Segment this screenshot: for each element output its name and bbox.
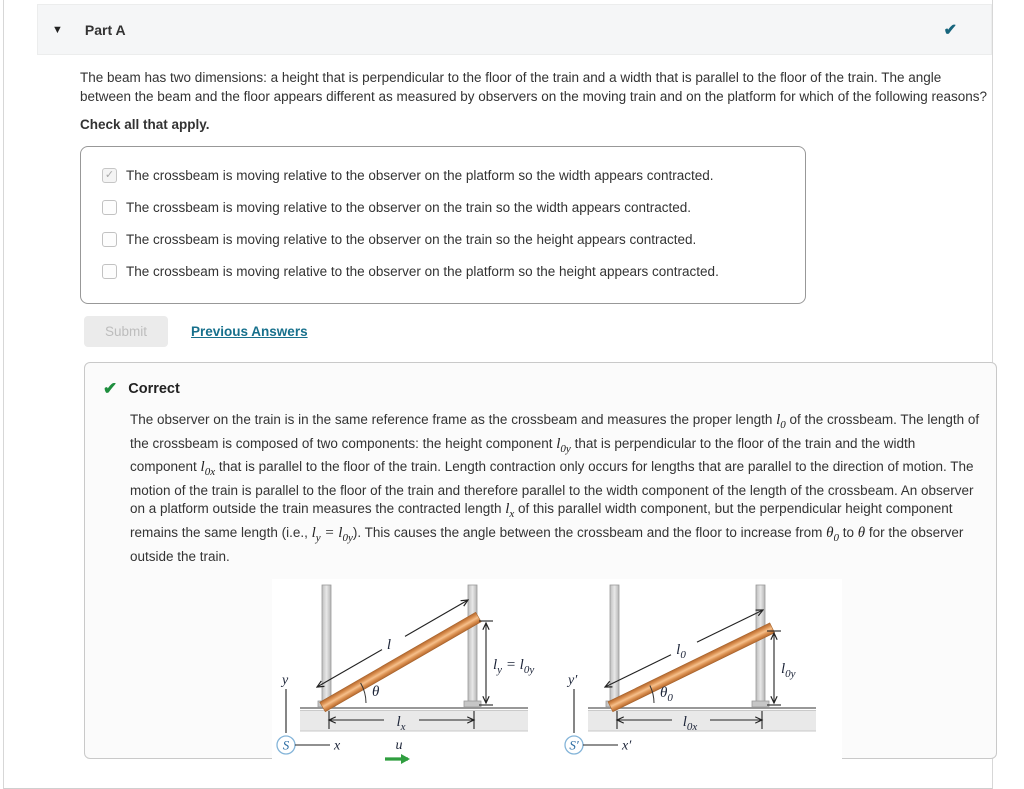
part-title: Part A: [84, 21, 126, 38]
answer-option: ✓ The crossbeam is moving relative to th…: [81, 160, 805, 192]
feedback-title: Correct: [128, 381, 180, 397]
part-complete-check-icon: ✔: [943, 21, 957, 39]
right-post: [467, 584, 478, 703]
checkbox[interactable]: [102, 232, 117, 247]
collapse-triangle-icon[interactable]: ▼: [52, 23, 63, 36]
feedback-explanation: The observer on the train is in the same…: [130, 412, 980, 564]
right-post: [755, 584, 766, 703]
angle-label: θ: [372, 684, 380, 700]
width-dimension-label: lx: [396, 714, 405, 733]
answer-option-label: The crossbeam is moving relative to the …: [126, 232, 697, 247]
question-text: The beam has two dimensions: a height th…: [80, 70, 988, 104]
crossbeam: [319, 611, 482, 713]
physics-figure: l θ ly = l0y lx y: [272, 579, 842, 770]
checkbox[interactable]: ✓: [102, 168, 117, 183]
floor: [300, 710, 528, 732]
answer-option: The crossbeam is moving relative to the …: [81, 224, 805, 256]
correct-check-icon: ✔: [103, 379, 118, 398]
y-axis-label: y: [280, 673, 289, 688]
part-a-header[interactable]: ▼ Part A ✔: [37, 4, 992, 55]
answer-option: The crossbeam is moving relative to the …: [81, 256, 805, 288]
floor: [588, 710, 816, 732]
diagram-platform-frame: l θ ly = l0y lx y: [276, 584, 534, 765]
beam-length-label: l: [387, 637, 391, 653]
answer-option-label: The crossbeam is moving relative to the …: [126, 200, 692, 215]
left-post: [321, 584, 332, 703]
height-dimension-label: l0y: [781, 661, 796, 680]
diagram-train-frame: l0 θ0 l0y l0x y′: [564, 584, 816, 755]
angle-label: θ0: [660, 685, 673, 704]
beam-length-label: l0: [676, 642, 686, 661]
checkbox[interactable]: [102, 200, 117, 215]
y-axis-label: y′: [566, 673, 578, 688]
height-dimension-label: ly = l0y: [493, 657, 534, 676]
previous-answers-link[interactable]: Previous Answers: [191, 324, 308, 339]
checkbox[interactable]: [102, 264, 117, 279]
crossbeam: [607, 622, 775, 713]
answer-options-box: ✓ The crossbeam is moving relative to th…: [80, 146, 806, 304]
feedback-title-row: ✔ Correct: [103, 379, 978, 399]
problem-panel: ▼ Part A ✔ The beam has two dimensions: …: [3, 0, 997, 789]
velocity-label: u: [396, 738, 403, 753]
frame-s-prime-label: S′: [569, 738, 579, 753]
x-axis-label: x′: [621, 739, 632, 754]
answer-option: The crossbeam is moving relative to the …: [81, 192, 805, 224]
frame-s-label: S: [283, 738, 290, 753]
answer-option-label: The crossbeam is moving relative to the …: [126, 264, 719, 279]
answer-option-label: The crossbeam is moving relative to the …: [126, 168, 714, 183]
actions-row: Submit Previous Answers: [84, 316, 992, 347]
beam-diagrams-svg: l θ ly = l0y lx y: [276, 584, 816, 765]
question-instruction: Check all that apply.: [80, 117, 210, 132]
x-axis-label: x: [333, 739, 341, 754]
submit-button[interactable]: Submit: [84, 316, 169, 347]
feedback-box: ✔ Correct The observer on the train is i…: [84, 362, 997, 770]
